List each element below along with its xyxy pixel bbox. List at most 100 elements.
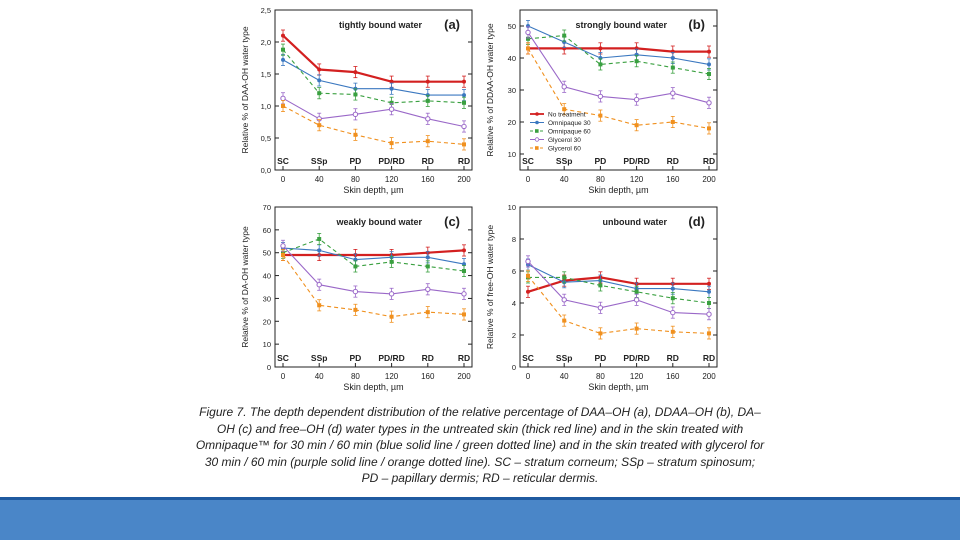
layer-label: RD <box>703 353 715 363</box>
data-point <box>707 301 711 305</box>
x-tick-label: 0 <box>526 175 531 184</box>
data-point <box>597 305 604 311</box>
data-point <box>633 96 640 103</box>
y-tick-label: 50 <box>263 249 271 258</box>
footer-divider <box>0 497 960 500</box>
layer-label: PD <box>594 353 606 363</box>
data-point <box>316 282 322 288</box>
data-point <box>562 33 567 38</box>
data-point <box>707 331 711 336</box>
x-tick-label: 120 <box>630 175 644 184</box>
layer-label: PD/RD <box>623 156 649 166</box>
footer-bar <box>0 500 960 540</box>
y-tick-label: 1,0 <box>261 102 271 111</box>
series-line <box>527 275 710 334</box>
data-point <box>389 259 394 264</box>
legend-entry: Omnipaque 60 <box>548 129 591 136</box>
data-point <box>280 243 286 249</box>
data-point <box>353 307 358 312</box>
panel-title: tightly bound water <box>339 20 422 30</box>
legend-marker <box>535 112 539 116</box>
layer-label: SSp <box>311 353 328 363</box>
data-point <box>353 70 358 75</box>
data-point <box>281 47 285 52</box>
data-point <box>352 111 359 118</box>
x-tick-label: 120 <box>630 372 644 381</box>
series-line <box>282 254 465 318</box>
data-point <box>525 29 531 36</box>
y-tick-label: 10 <box>263 340 271 349</box>
data-point <box>317 303 322 308</box>
data-point <box>561 297 567 303</box>
y-tick-label: 70 <box>263 203 271 212</box>
data-point <box>352 288 359 295</box>
data-point <box>526 273 530 278</box>
y-tick-label: 2,0 <box>261 38 271 47</box>
data-point <box>389 86 394 91</box>
layer-label: RD <box>422 156 434 166</box>
data-point <box>526 46 530 51</box>
panel-letter: (b) <box>688 17 705 32</box>
layer-label: SSp <box>556 353 573 363</box>
series-line <box>527 25 710 65</box>
y-tick-label: 0,0 <box>261 166 271 175</box>
layer-label: PD <box>349 156 361 166</box>
data-point <box>317 78 322 83</box>
data-point <box>389 141 394 146</box>
data-point <box>281 253 285 257</box>
data-point <box>425 255 430 260</box>
series-line <box>527 276 709 293</box>
x-tick-label: 160 <box>666 175 680 184</box>
layer-label: PD/RD <box>378 353 404 363</box>
x-tick-label: 160 <box>421 372 435 381</box>
data-point <box>633 297 640 303</box>
layer-label: SC <box>277 353 289 363</box>
data-point <box>707 72 711 76</box>
series-line <box>283 249 465 257</box>
figure-caption: Figure 7. The depth dependent distributi… <box>195 405 765 485</box>
series-line <box>282 97 465 128</box>
legend-marker <box>534 137 540 142</box>
chart-panel-1: 0,0 0,5 1,0 1,5 2,0 2,5 0 40 80 120 160 200 Skin dep… <box>240 6 473 195</box>
data-point <box>280 95 286 102</box>
x-tick-label: 200 <box>702 175 716 184</box>
x-tick-label: 80 <box>351 372 360 381</box>
plot-frame <box>274 9 473 171</box>
plot-frame <box>519 206 718 368</box>
series-line <box>528 276 710 304</box>
y-axis-label: Relative % of DDAA-OH water type <box>485 23 495 156</box>
y-tick-label: 0 <box>267 363 271 372</box>
x-tick-label: 40 <box>315 372 324 381</box>
data-point <box>462 269 466 273</box>
legend-marker <box>535 146 539 150</box>
layer-label: SC <box>522 156 534 166</box>
x-tick-label: 80 <box>596 372 605 381</box>
x-tick-label: 200 <box>702 372 716 381</box>
legend-entry: Glycerol 30 <box>548 137 581 144</box>
y-tick-label: 6 <box>512 267 516 276</box>
chart-panel-2: 10 20 30 40 50 0 40 80 120 160 200 Skin depth, µm Re… <box>485 9 718 195</box>
data-point <box>526 289 530 294</box>
chart-panel-4: 0 2 4 6 8 10 0 40 80 120 160 200 Skin depth, µm Relat… <box>485 203 718 392</box>
y-tick-label: 8 <box>512 235 516 244</box>
data-point <box>561 84 567 90</box>
legend-entry: No treatment <box>548 112 586 119</box>
y-tick-label: 10 <box>508 150 516 159</box>
data-point <box>670 329 675 334</box>
data-point <box>706 311 712 317</box>
data-point <box>462 312 466 317</box>
data-point <box>707 49 711 54</box>
data-point <box>281 104 285 108</box>
layer-label: PD <box>349 353 361 363</box>
layer-label: PD/RD <box>378 156 404 166</box>
x-tick-label: 80 <box>596 175 605 184</box>
plot-frame <box>274 206 473 368</box>
layer-label: PD/RD <box>623 353 649 363</box>
series-line <box>527 35 710 75</box>
y-tick-label: 20 <box>263 317 271 326</box>
x-axis-label: Skin depth, µm <box>343 382 403 392</box>
data-point <box>389 79 394 84</box>
data-point <box>562 275 567 280</box>
y-tick-label: 30 <box>263 294 271 303</box>
data-point <box>562 107 567 112</box>
